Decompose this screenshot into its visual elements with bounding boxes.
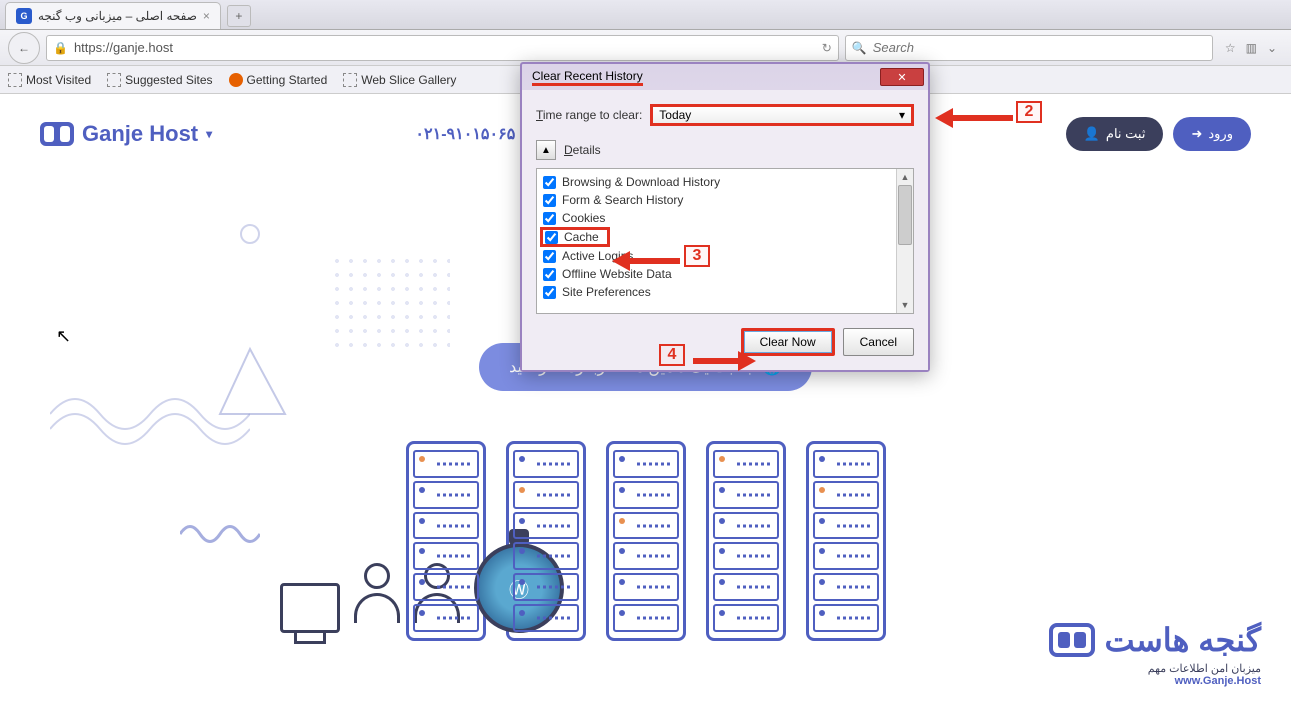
history-item-browsing-download-history[interactable]: Browsing & Download History <box>543 173 890 191</box>
footer-url: www.Ganje.Host <box>1049 675 1261 687</box>
checkbox-label: Cookies <box>562 211 605 225</box>
details-label: Details <box>564 143 601 157</box>
dialog-close-button[interactable]: ✕ <box>880 68 924 86</box>
checkbox[interactable] <box>543 268 556 281</box>
monitor-icon <box>280 583 340 633</box>
time-range-value: Today <box>659 108 691 122</box>
bookmark-web-slice[interactable]: Web Slice Gallery <box>343 73 456 87</box>
new-tab-button[interactable]: + <box>227 5 251 27</box>
checkbox[interactable] <box>543 286 556 299</box>
history-item-form-search-history[interactable]: Form & Search History <box>543 191 890 209</box>
user-plus-icon: 👤 <box>1084 126 1100 142</box>
checkbox-label: Site Preferences <box>562 285 651 299</box>
checkbox[interactable] <box>545 231 558 244</box>
bookmark-folder-icon <box>8 73 22 87</box>
checkbox[interactable] <box>543 212 556 225</box>
nav-bar: ← 🔒 ↻ 🔍 ☆ ▥ ⌄ <box>0 30 1291 66</box>
footer-logo: گنجه هاست میزبان امن اطلاعات مهم www.Gan… <box>1049 621 1261 687</box>
url-bar[interactable]: 🔒 ↻ <box>46 35 839 61</box>
pocket-icon[interactable]: ⌄ <box>1267 41 1277 55</box>
back-button[interactable]: ← <box>8 32 40 64</box>
chevron-down-icon: ▾ <box>206 127 212 141</box>
time-range-label: Time range to clear: <box>536 108 642 122</box>
reload-icon[interactable]: ↻ <box>822 41 832 55</box>
scrollbar[interactable]: ▲ ▼ <box>896 169 913 313</box>
bookmark-most-visited[interactable]: Most Visited <box>8 73 91 87</box>
signup-button[interactable]: 👤ثبت نام <box>1066 117 1164 151</box>
server-rack <box>706 441 786 641</box>
cancel-button[interactable]: Cancel <box>843 328 914 356</box>
details-list: Browsing & Download History Form & Search… <box>536 168 914 314</box>
footer-name: گنجه هاست <box>1105 621 1261 659</box>
clear-now-button[interactable]: Clear Now <box>741 328 835 356</box>
history-item-cookies[interactable]: Cookies <box>543 209 890 227</box>
person-icon <box>354 563 400 633</box>
search-bar[interactable]: 🔍 <box>845 35 1213 61</box>
firefox-icon <box>229 73 243 87</box>
dialog-title: Clear Recent History <box>532 69 643 86</box>
history-item-cache[interactable]: Cache <box>540 227 610 247</box>
bookmark-getting-started[interactable]: Getting Started <box>229 73 328 87</box>
tab-close-icon[interactable]: × <box>203 9 210 23</box>
checkbox[interactable] <box>543 176 556 189</box>
checkbox-label: Browsing & Download History <box>562 175 720 189</box>
checkbox-label: Form & Search History <box>562 193 683 207</box>
time-range-select[interactable]: Today ▾ <box>650 104 914 126</box>
tab-favicon-icon: G <box>16 8 32 24</box>
scroll-down-icon[interactable]: ▼ <box>897 297 913 313</box>
details-toggle-button[interactable]: ▲ <box>536 140 556 160</box>
login-icon: ➜ <box>1191 126 1202 142</box>
logo-icon <box>40 122 74 146</box>
site-logo[interactable]: Ganje Host ▾ <box>40 121 212 147</box>
checkbox-label: Offline Website Data <box>562 267 672 281</box>
clear-history-dialog: Clear Recent History ✕ Time range to cle… <box>520 62 930 372</box>
cursor-icon: ↖ <box>56 326 71 347</box>
tab-title: صفحه اصلی – میزبانی وب گنجه <box>38 9 197 23</box>
phone-number: ۰۲۱-۹۱۰۱۵۰۶۵ <box>415 124 515 144</box>
star-icon[interactable]: ☆ <box>1225 41 1236 55</box>
dialog-titlebar[interactable]: Clear Recent History ✕ <box>522 64 928 90</box>
dropdown-arrow-icon: ▾ <box>899 108 905 122</box>
checkbox-label: Active Logins <box>562 249 633 263</box>
history-item-offline-website-data[interactable]: Offline Website Data <box>543 265 890 283</box>
browser-tab[interactable]: × صفحه اصلی – میزبانی وب گنجه G <box>5 2 221 29</box>
server-rack <box>406 441 486 641</box>
bookmark-folder-icon <box>343 73 357 87</box>
bookmark-suggested-sites[interactable]: Suggested Sites <box>107 73 212 87</box>
footer-logo-icon <box>1049 623 1095 657</box>
logo-text: Ganje Host <box>82 121 198 147</box>
toolbar-icons: ☆ ▥ ⌄ <box>1219 41 1283 55</box>
search-icon: 🔍 <box>852 41 867 55</box>
server-rack <box>606 441 686 641</box>
url-input[interactable] <box>74 40 816 55</box>
search-input[interactable] <box>873 40 1206 55</box>
scroll-up-icon[interactable]: ▲ <box>897 169 913 185</box>
history-item-active-logins[interactable]: Active Logins <box>543 247 890 265</box>
history-item-site-preferences[interactable]: Site Preferences <box>543 283 890 301</box>
scroll-thumb[interactable] <box>898 185 912 245</box>
library-icon[interactable]: ▥ <box>1246 41 1257 55</box>
tab-bar: × صفحه اصلی – میزبانی وب گنجه G + <box>0 0 1291 30</box>
footer-tagline: میزبان امن اطلاعات مهم <box>1049 662 1261 675</box>
header-buttons: 👤ثبت نام ➜ورود <box>1066 117 1251 151</box>
checkbox-label: Cache <box>564 230 599 244</box>
dialog-body: Time range to clear: Today ▾ ▲ Details B… <box>522 90 928 370</box>
lock-icon: 🔒 <box>53 41 68 55</box>
checkbox[interactable] <box>543 194 556 207</box>
server-rack <box>806 441 886 641</box>
login-button[interactable]: ➜ورود <box>1173 117 1251 151</box>
bookmark-folder-icon <box>107 73 121 87</box>
servers-illustration: Ⓦ <box>0 441 1291 641</box>
checkbox[interactable] <box>543 250 556 263</box>
